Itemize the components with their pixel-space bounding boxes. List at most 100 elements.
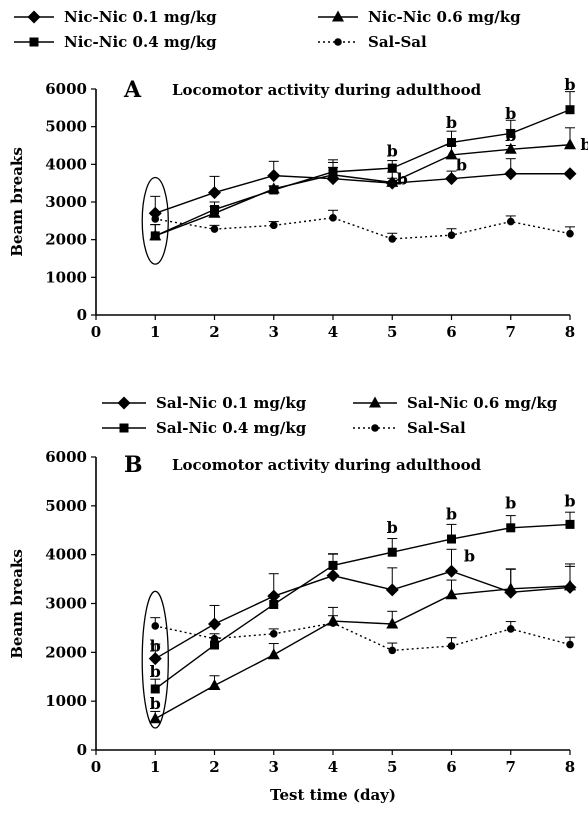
legend-entry: Nic-Nic 0.1 mg/kg <box>14 8 217 26</box>
y-tick-label: 6000 <box>45 448 87 466</box>
data-point <box>445 148 458 160</box>
significance-label: b <box>505 104 516 123</box>
data-point <box>388 235 397 243</box>
legend-marker <box>332 10 344 22</box>
data-point <box>210 640 219 650</box>
y-tick-label: 4000 <box>45 155 87 173</box>
legend-label: Sal-Nic 0.4 mg/kg <box>156 419 307 437</box>
significance-label: b <box>464 547 475 566</box>
y-tick-label: 4000 <box>45 546 87 564</box>
data-point <box>445 588 458 600</box>
data-point <box>208 617 221 631</box>
significance-label: b <box>446 113 457 132</box>
data-point <box>210 634 219 643</box>
y-tick-label: 5000 <box>45 497 87 515</box>
legend-label: Nic-Nic 0.4 mg/kg <box>64 33 217 51</box>
x-tick-label: 2 <box>209 758 219 776</box>
data-point <box>566 640 574 649</box>
data-point <box>269 629 278 638</box>
legend-marker <box>119 423 129 433</box>
data-point <box>506 625 515 633</box>
significance-label: b <box>505 493 516 512</box>
series-line <box>154 570 571 660</box>
data-point <box>445 564 458 578</box>
y-tick-label: 5000 <box>45 118 87 136</box>
legend-entry: Sal-Nic 0.6 mg/kg <box>353 394 558 412</box>
data-point <box>506 523 516 533</box>
data-point <box>447 534 456 544</box>
x-tick-label: 5 <box>387 758 397 776</box>
data-point <box>504 167 518 181</box>
y-tick-label: 3000 <box>45 193 87 211</box>
data-point <box>269 185 279 195</box>
panel-label: B <box>124 452 143 478</box>
data-point <box>565 105 575 115</box>
x-tick-label: 0 <box>91 323 101 341</box>
data-point <box>504 582 517 594</box>
y-tick-label: 0 <box>77 741 87 759</box>
x-tick-label: 8 <box>565 323 575 341</box>
series-line <box>154 585 571 720</box>
y-tick-label: 6000 <box>45 80 87 98</box>
x-tick-label: 1 <box>150 758 160 776</box>
significance-label: b <box>397 170 408 189</box>
x-axis-label: Test time (day) <box>270 786 396 804</box>
legend-label: Nic-Nic 0.1 mg/kg <box>64 8 217 26</box>
data-point <box>385 583 399 597</box>
data-point <box>564 579 576 591</box>
x-tick-label: 2 <box>209 323 219 341</box>
data-point <box>326 569 340 583</box>
significance-label: b <box>150 662 161 681</box>
highlight-ellipse <box>141 176 169 265</box>
legend-entry: Sal-Nic 0.4 mg/kg <box>102 419 307 437</box>
legend-marker <box>27 10 41 24</box>
data-point <box>563 167 577 181</box>
data-point <box>506 128 516 138</box>
data-point <box>445 172 458 186</box>
y-tick-label: 1000 <box>45 268 87 286</box>
data-point <box>328 560 338 570</box>
data-point <box>328 167 338 177</box>
series-line <box>155 173 570 214</box>
data-point <box>269 599 279 609</box>
y-axis-label: Beam breaks <box>8 147 26 257</box>
y-tick-label: 2000 <box>45 231 87 249</box>
panel-label: A <box>123 77 142 103</box>
significance-label: b <box>505 126 516 145</box>
chart-title: Locomotor activity during adulthood <box>172 81 482 99</box>
legend-marker <box>334 38 342 46</box>
data-point <box>447 137 456 147</box>
data-point <box>388 646 397 655</box>
series-line <box>154 523 571 690</box>
legend-entry: Nic-Nic 0.4 mg/kg <box>14 33 217 51</box>
significance-label: b <box>446 505 457 524</box>
legend-label: Sal-Sal <box>368 33 427 51</box>
data-point <box>504 142 517 154</box>
significance-label: b <box>387 141 398 160</box>
legend-marker <box>369 396 381 408</box>
data-point <box>565 519 575 529</box>
x-tick-label: 1 <box>150 323 160 341</box>
legend-label: Sal-Nic 0.1 mg/kg <box>156 394 307 412</box>
data-point <box>267 169 281 183</box>
significance-label: b <box>150 636 161 655</box>
panel-b-chart: Sal-Nic 0.1 mg/kg Sal-Nic 0.4 mg/kg Sal-Ni… <box>8 394 577 804</box>
x-tick-label: 5 <box>387 323 397 341</box>
data-point <box>208 186 221 200</box>
significance-label: b <box>456 155 467 174</box>
series-line <box>155 217 571 240</box>
y-tick-label: 3000 <box>45 595 87 613</box>
data-point <box>148 652 162 666</box>
legend-entry: Sal-Sal <box>353 419 466 437</box>
legend-entry: Sal-Nic 0.1 mg/kg <box>102 394 307 412</box>
y-tick-label: 1000 <box>45 692 87 710</box>
x-tick-label: 4 <box>328 323 338 341</box>
legend-entry: Sal-Sal <box>318 33 427 51</box>
x-tick-label: 6 <box>446 323 456 341</box>
data-point <box>148 206 162 220</box>
data-point <box>149 712 162 724</box>
legend-label: Sal-Nic 0.6 mg/kg <box>407 394 558 412</box>
legend-marker <box>29 37 39 47</box>
data-point <box>564 138 576 150</box>
